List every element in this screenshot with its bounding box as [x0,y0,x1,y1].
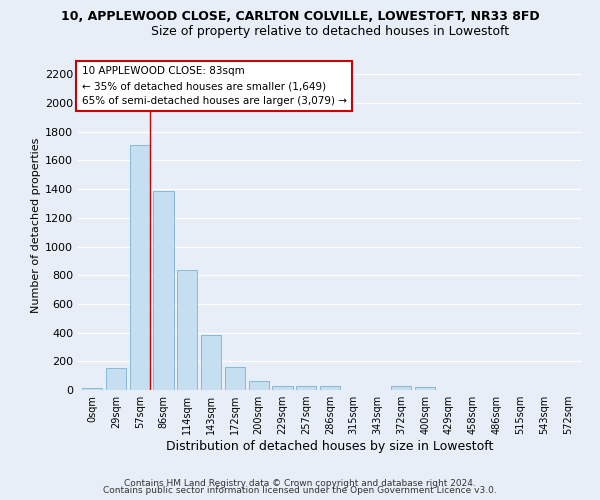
Bar [82,388,103,390]
Bar [415,387,435,390]
Bar [225,367,245,390]
Text: 10 APPLEWOOD CLOSE: 83sqm
← 35% of detached houses are smaller (1,649)
65% of se: 10 APPLEWOOD CLOSE: 83sqm ← 35% of detac… [82,66,347,106]
Text: Contains HM Land Registry data © Crown copyright and database right 2024.: Contains HM Land Registry data © Crown c… [124,478,476,488]
Bar [177,270,197,390]
X-axis label: Distribution of detached houses by size in Lowestoft: Distribution of detached houses by size … [166,440,494,453]
Bar [248,382,269,390]
Bar [296,386,316,390]
Bar [272,386,293,390]
Y-axis label: Number of detached properties: Number of detached properties [31,138,41,312]
Bar [391,386,412,390]
Bar [154,190,173,390]
Bar [130,144,150,390]
Text: Contains public sector information licensed under the Open Government Licence v3: Contains public sector information licen… [103,486,497,495]
Bar [201,335,221,390]
Text: 10, APPLEWOOD CLOSE, CARLTON COLVILLE, LOWESTOFT, NR33 8FD: 10, APPLEWOOD CLOSE, CARLTON COLVILLE, L… [61,10,539,23]
Bar [320,386,340,390]
Bar [106,368,126,390]
Title: Size of property relative to detached houses in Lowestoft: Size of property relative to detached ho… [151,25,509,38]
